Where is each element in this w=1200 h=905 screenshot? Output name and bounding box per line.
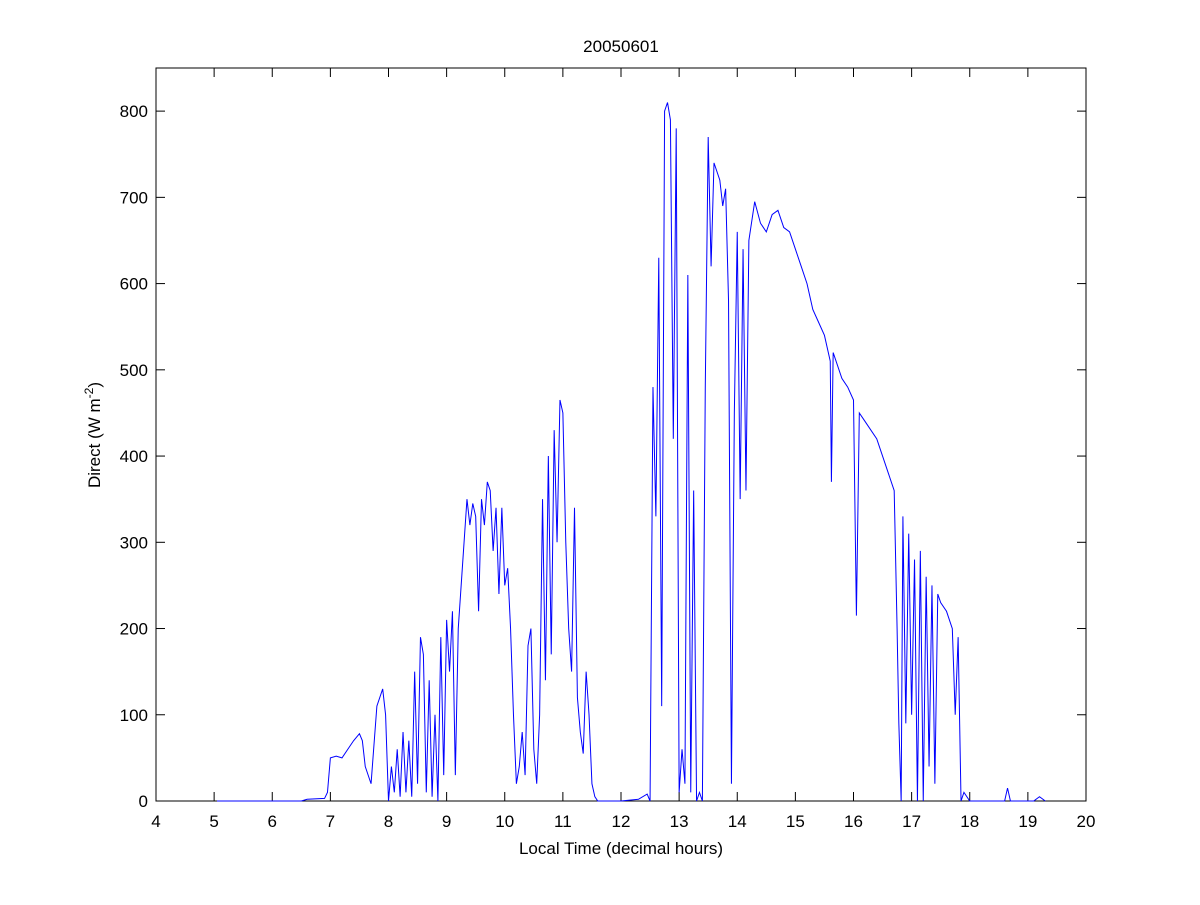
y-tick-label: 300: [120, 533, 148, 552]
x-tick-label: 14: [728, 812, 747, 831]
y-tick-label: 800: [120, 102, 148, 121]
y-tick-label: 100: [120, 706, 148, 725]
x-tick-label: 12: [612, 812, 631, 831]
x-tick-label: 16: [844, 812, 863, 831]
data-line: [217, 102, 1046, 802]
x-tick-label: 7: [326, 812, 335, 831]
plot-area: [155, 67, 1087, 802]
x-tick-label: 15: [786, 812, 805, 831]
x-tick-label: 18: [960, 812, 979, 831]
x-tick-label: 19: [1018, 812, 1037, 831]
y-axis-label: Direct (W m-2): [82, 382, 104, 488]
x-tick-label: 6: [268, 812, 277, 831]
x-tick-label: 13: [670, 812, 689, 831]
x-tick-label: 5: [209, 812, 218, 831]
y-label-sup: -2: [82, 387, 96, 398]
x-tick-label: 20: [1077, 812, 1096, 831]
y-tick-label: 400: [120, 447, 148, 466]
chart-title: 20050601: [583, 37, 659, 56]
x-tick-label: 8: [384, 812, 393, 831]
x-tick-label: 10: [495, 812, 514, 831]
x-tick-label: 17: [902, 812, 921, 831]
y-tick-label: 600: [120, 275, 148, 294]
y-tick-label: 500: [120, 361, 148, 380]
y-label-text: Direct (W m: [85, 398, 104, 488]
y-tick-label: 200: [120, 620, 148, 639]
x-tick-label: 11: [554, 812, 572, 831]
x-tick-label: 4: [151, 812, 160, 831]
x-axis-label: Local Time (decimal hours): [519, 839, 723, 858]
y-label-suffix: ): [85, 382, 104, 388]
x-tick-label: 9: [442, 812, 451, 831]
y-tick-label: 700: [120, 188, 148, 207]
y-tick-label: 0: [139, 792, 148, 811]
